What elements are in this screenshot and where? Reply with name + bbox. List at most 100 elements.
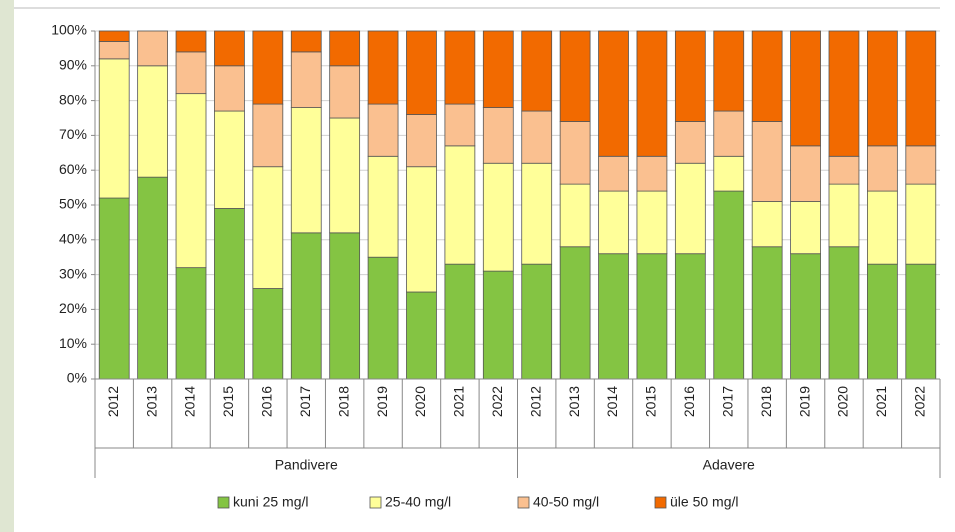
x-tick-label: 2012 (527, 386, 543, 417)
legend-swatch (517, 496, 530, 509)
bar-segment (482, 162, 514, 272)
bar-segment (367, 103, 399, 157)
bar-segment (367, 155, 399, 258)
y-tick-label: 20% (59, 300, 87, 316)
y-tick-label: 90% (59, 57, 87, 73)
x-tick-label: 2012 (105, 386, 121, 417)
bar-segment (175, 30, 207, 53)
bar-segment (252, 103, 284, 168)
bar-segment (867, 145, 898, 192)
bar-segment (214, 30, 245, 67)
x-tick-label: 2014 (182, 386, 198, 417)
bar-segment (367, 30, 399, 105)
bar-segment (828, 183, 860, 248)
x-tick-label: 2021 (873, 386, 889, 417)
bar-segment (790, 145, 821, 202)
x-tick-label: 2022 (911, 386, 927, 417)
y-tick-label: 80% (59, 91, 87, 107)
bar-segment (137, 30, 168, 67)
bar-segment (713, 155, 745, 192)
bar-segment (252, 166, 284, 289)
group-label: Pandivere (275, 457, 338, 473)
legend-label: üle 50 mg/l (670, 494, 738, 510)
bar-segment (137, 176, 168, 380)
x-tick-label: 2020 (412, 386, 428, 417)
bar-segment (214, 65, 245, 112)
legend-swatch (654, 496, 667, 509)
bar-segment (98, 41, 130, 60)
bar-segment (444, 145, 476, 265)
bar-segment (713, 30, 745, 112)
bar-segment (406, 114, 437, 168)
x-tick-label: 2018 (335, 386, 351, 417)
bar-segment (905, 263, 937, 380)
bar-segment (406, 166, 437, 293)
bar-segment (598, 190, 629, 255)
bar-segment (406, 30, 437, 115)
x-tick-label: 2017 (297, 386, 313, 417)
bar-segment (521, 30, 553, 112)
y-tick-label: 40% (59, 231, 87, 247)
bar-segment (905, 30, 937, 147)
bar-segment (598, 155, 629, 192)
y-tick-label: 0% (67, 370, 87, 386)
x-tick-label: 2013 (143, 386, 159, 417)
bar-segment (559, 121, 591, 185)
y-tick-label: 50% (59, 196, 87, 212)
bar-segment (790, 30, 821, 147)
bar-segment (290, 51, 322, 108)
bar-segment (751, 246, 783, 380)
bar-segment (636, 30, 668, 157)
bar-segment (290, 107, 322, 234)
bar-segment (329, 232, 361, 380)
x-tick-label: 2015 (643, 386, 659, 417)
bar-segment (175, 267, 207, 380)
bar-segment (598, 253, 629, 380)
x-tick-label: 2022 (489, 386, 505, 417)
bar-segment (214, 208, 245, 380)
x-tick-label: 2019 (796, 386, 812, 417)
bar-segment (905, 183, 937, 265)
bar-segment (521, 263, 553, 380)
bar-segment (329, 65, 361, 119)
bar-segment (98, 58, 130, 199)
bar-segment (867, 30, 898, 147)
bar-segment (636, 253, 668, 380)
bar-segment (713, 110, 745, 157)
y-tick-label: 60% (59, 161, 87, 177)
bar-segment (98, 30, 130, 42)
bar-segment (598, 30, 629, 157)
bar-segment (329, 30, 361, 67)
bar-segment (482, 270, 514, 380)
x-tick-label: 2019 (374, 386, 390, 417)
bar-segment (252, 288, 284, 380)
legend-label: 25-40 mg/l (385, 494, 451, 510)
x-tick-label: 2020 (835, 386, 851, 417)
bar-segment (252, 30, 284, 105)
x-tick-label: 2017 (719, 386, 735, 417)
y-tick-label: 70% (59, 126, 87, 142)
bar-segment (290, 232, 322, 380)
x-tick-label: 2015 (220, 386, 236, 417)
bar-segment (828, 30, 860, 157)
legend-swatch (217, 496, 230, 509)
x-tick-label: 2016 (259, 386, 275, 417)
bar-segment (636, 190, 668, 255)
bar-segment (636, 155, 668, 192)
bar-segment (329, 117, 361, 234)
bar-segment (790, 253, 821, 380)
bar-segment (867, 190, 898, 265)
x-tick-label: 2021 (451, 386, 467, 417)
bar-segment (137, 65, 168, 178)
y-tick-label: 10% (59, 335, 87, 351)
bar-segment (713, 190, 745, 380)
bar-segment (790, 201, 821, 255)
bar-segment (828, 155, 860, 185)
bar-segment (175, 51, 207, 95)
bar-segment (828, 246, 860, 380)
x-tick-label: 2013 (566, 386, 582, 417)
x-tick-label: 2014 (604, 386, 620, 417)
bar-segment (905, 145, 937, 185)
x-tick-label: 2018 (758, 386, 774, 417)
